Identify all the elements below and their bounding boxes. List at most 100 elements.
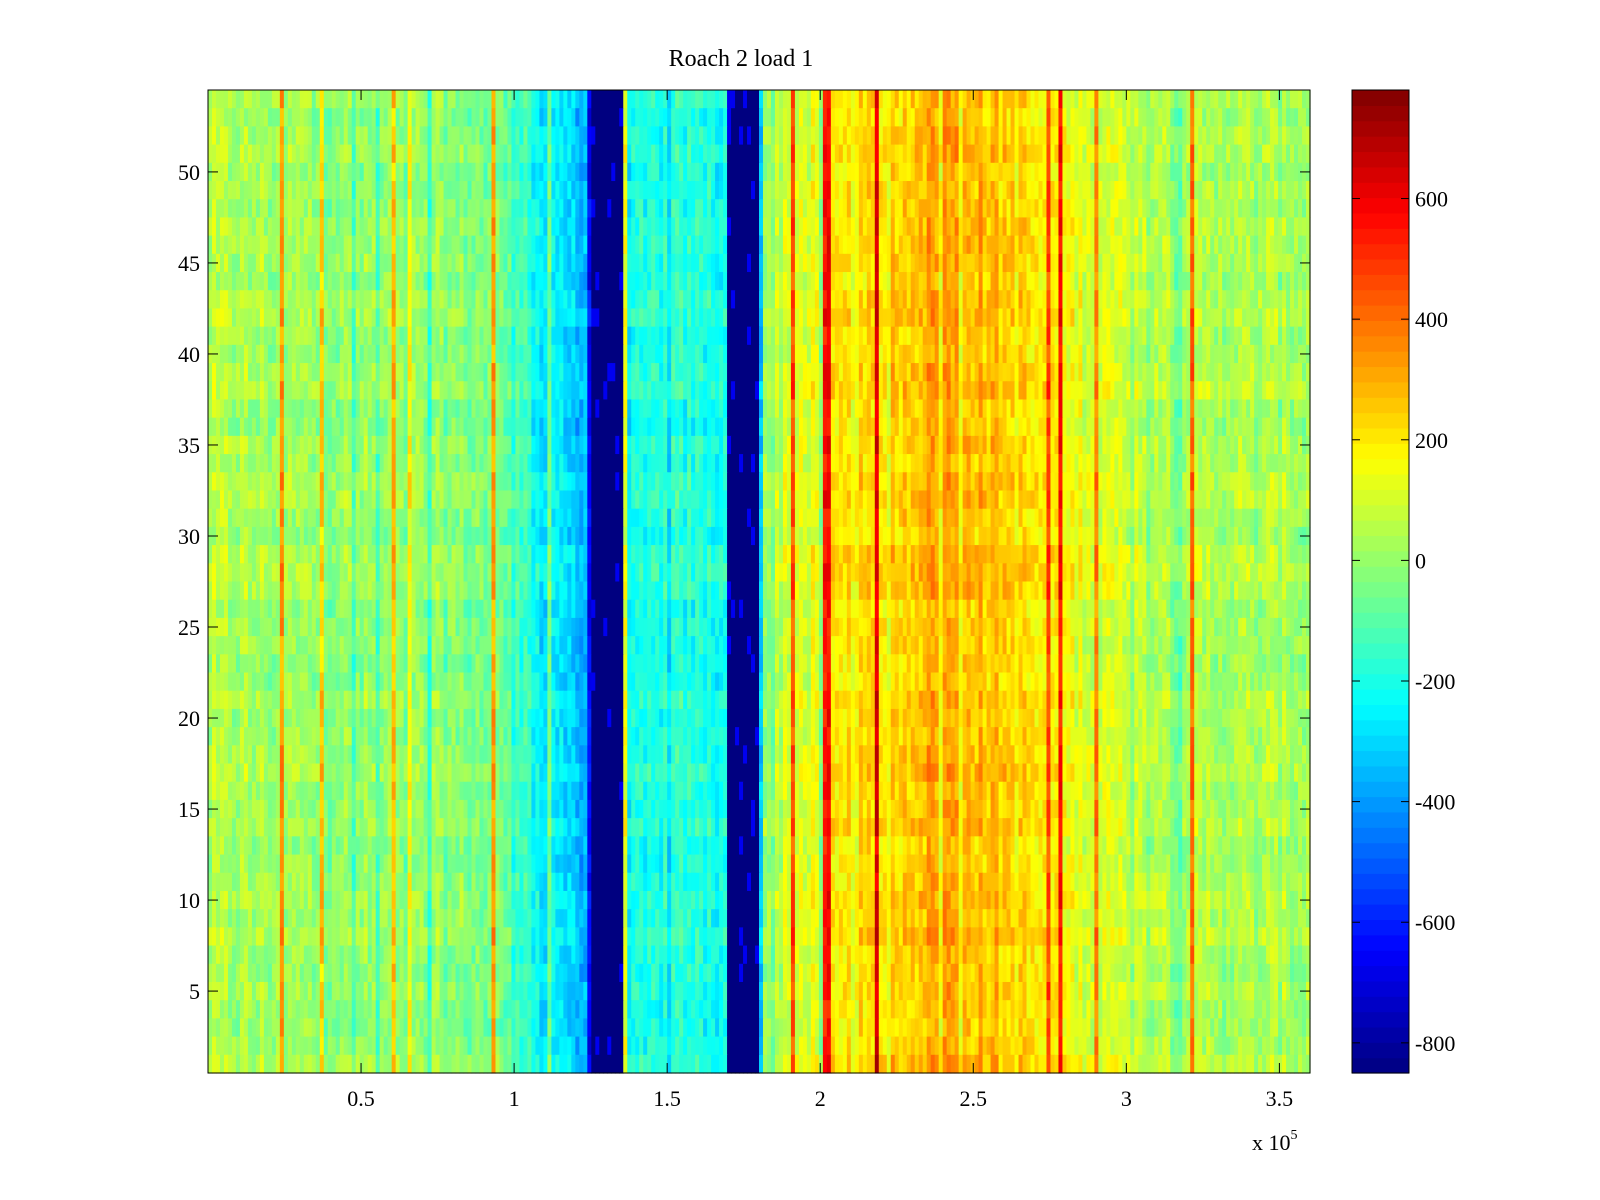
heatmap-cell [711, 126, 716, 146]
heatmap-cell [1238, 90, 1243, 109]
heatmap-cell [766, 181, 772, 200]
heatmap-cell [415, 253, 421, 273]
heatmap-cell [934, 253, 940, 273]
heatmap-cell [782, 253, 788, 273]
heatmap-cell [751, 181, 756, 200]
heatmap-cell [950, 381, 956, 401]
heatmap-cell [607, 181, 612, 200]
heatmap-cell [263, 217, 269, 237]
heatmap-cell [1118, 144, 1123, 164]
heatmap-cell [531, 381, 536, 401]
heatmap-cell [1242, 253, 1247, 273]
heatmap-cell [451, 363, 457, 382]
heatmap-cell [643, 272, 648, 291]
heatmap-cell [910, 363, 916, 382]
heatmap-cell [1154, 253, 1159, 273]
heatmap-cell [255, 308, 261, 328]
heatmap-cell [1238, 217, 1243, 237]
heatmap-cell [619, 272, 624, 291]
heatmap-cell [1066, 363, 1072, 382]
heatmap-cell [751, 290, 756, 310]
heatmap-cell [467, 344, 473, 364]
heatmap-cell [1114, 381, 1119, 401]
heatmap-cell [543, 108, 548, 127]
heatmap-cell [563, 381, 568, 401]
heatmap-cell [263, 126, 269, 146]
heatmap-cell [1130, 199, 1135, 219]
heatmap-cell [587, 363, 592, 382]
heatmap-cell [1018, 162, 1024, 182]
heatmap-cell [782, 181, 788, 200]
heatmap-cell [1026, 381, 1032, 401]
heatmap-cell [802, 344, 808, 364]
heatmap-cell [735, 90, 740, 109]
heatmap-cell [231, 272, 237, 291]
heatmap-cell [1218, 162, 1223, 182]
heatmap-cell [727, 363, 732, 382]
heatmap-cell [711, 308, 716, 328]
heatmap-cell [535, 290, 540, 310]
heatmap-cell [555, 199, 560, 219]
heatmap-cell [1182, 381, 1187, 401]
heatmap-cell [519, 308, 525, 328]
heatmap-cell [1306, 326, 1311, 346]
heatmap-cell [1186, 290, 1191, 310]
heatmap-cell [1298, 326, 1303, 346]
heatmap-cell [1254, 290, 1259, 310]
heatmap-cell [966, 253, 972, 273]
heatmap-cell [283, 90, 289, 109]
heatmap-cell [778, 199, 784, 219]
heatmap-cell [1034, 217, 1040, 237]
heatmap-cell [583, 217, 588, 237]
heatmap-cell [507, 253, 513, 273]
heatmap-cell [862, 181, 868, 200]
heatmap-cell [323, 199, 329, 219]
heatmap-cell [631, 326, 636, 346]
heatmap-cell [1190, 272, 1195, 291]
heatmap-cell [1186, 199, 1191, 219]
heatmap-cell [1298, 144, 1303, 164]
heatmap-cell [1238, 199, 1243, 219]
heatmap-cell [291, 90, 297, 109]
heatmap-cell [1238, 235, 1243, 255]
heatmap-cell [1206, 126, 1211, 146]
heatmap-cell [1142, 217, 1147, 237]
heatmap-cell [930, 344, 936, 364]
heatmap-cell [595, 181, 600, 200]
heatmap-cell [1078, 235, 1084, 255]
heatmap-cell [982, 162, 988, 182]
heatmap-cell [838, 290, 844, 310]
heatmap-cell [982, 253, 988, 273]
heatmap-cell [802, 217, 808, 237]
heatmap-cell [208, 363, 213, 382]
heatmap-cell [1198, 108, 1203, 127]
heatmap-cell [583, 344, 588, 364]
heatmap-cell [906, 363, 912, 382]
heatmap-cell [615, 199, 620, 219]
heatmap-cell [487, 199, 493, 219]
heatmap-cell [786, 90, 792, 109]
heatmap-cell [922, 381, 928, 401]
heatmap-cell [874, 363, 880, 382]
heatmap-cell [679, 290, 684, 310]
heatmap-cell [966, 199, 972, 219]
heatmap-cell [219, 181, 225, 200]
heatmap-cell [986, 344, 992, 364]
heatmap-cell [571, 363, 576, 382]
heatmap-cell [950, 363, 956, 382]
heatmap-cell [934, 290, 940, 310]
heatmap-cell [874, 290, 880, 310]
heatmap-cell [451, 108, 457, 127]
heatmap-cell [1258, 126, 1263, 146]
heatmap-cell [211, 399, 217, 419]
heatmap-cell [966, 344, 972, 364]
heatmap-cell [1058, 162, 1064, 182]
heatmap-cell [1058, 308, 1064, 328]
heatmap-cell [599, 399, 604, 419]
heatmap-cell [367, 381, 373, 401]
heatmap-cell [459, 144, 465, 164]
heatmap-cell [635, 272, 640, 291]
heatmap-cell [335, 290, 341, 310]
heatmap-cell [259, 399, 265, 419]
heatmap-cell [1062, 363, 1068, 382]
